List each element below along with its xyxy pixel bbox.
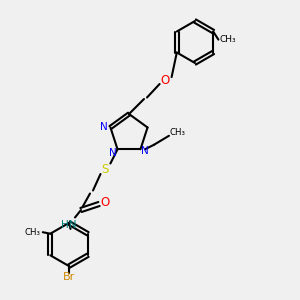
- Text: N: N: [100, 122, 108, 133]
- Text: O: O: [160, 74, 169, 88]
- Text: Br: Br: [63, 272, 75, 282]
- Text: N: N: [109, 148, 117, 158]
- Text: CH₃: CH₃: [219, 35, 236, 44]
- Text: S: S: [101, 163, 109, 176]
- Text: CH₃: CH₃: [170, 128, 186, 137]
- Text: O: O: [100, 196, 109, 209]
- Text: HN: HN: [61, 220, 77, 230]
- Text: N: N: [141, 146, 149, 156]
- Text: CH₃: CH₃: [24, 228, 40, 237]
